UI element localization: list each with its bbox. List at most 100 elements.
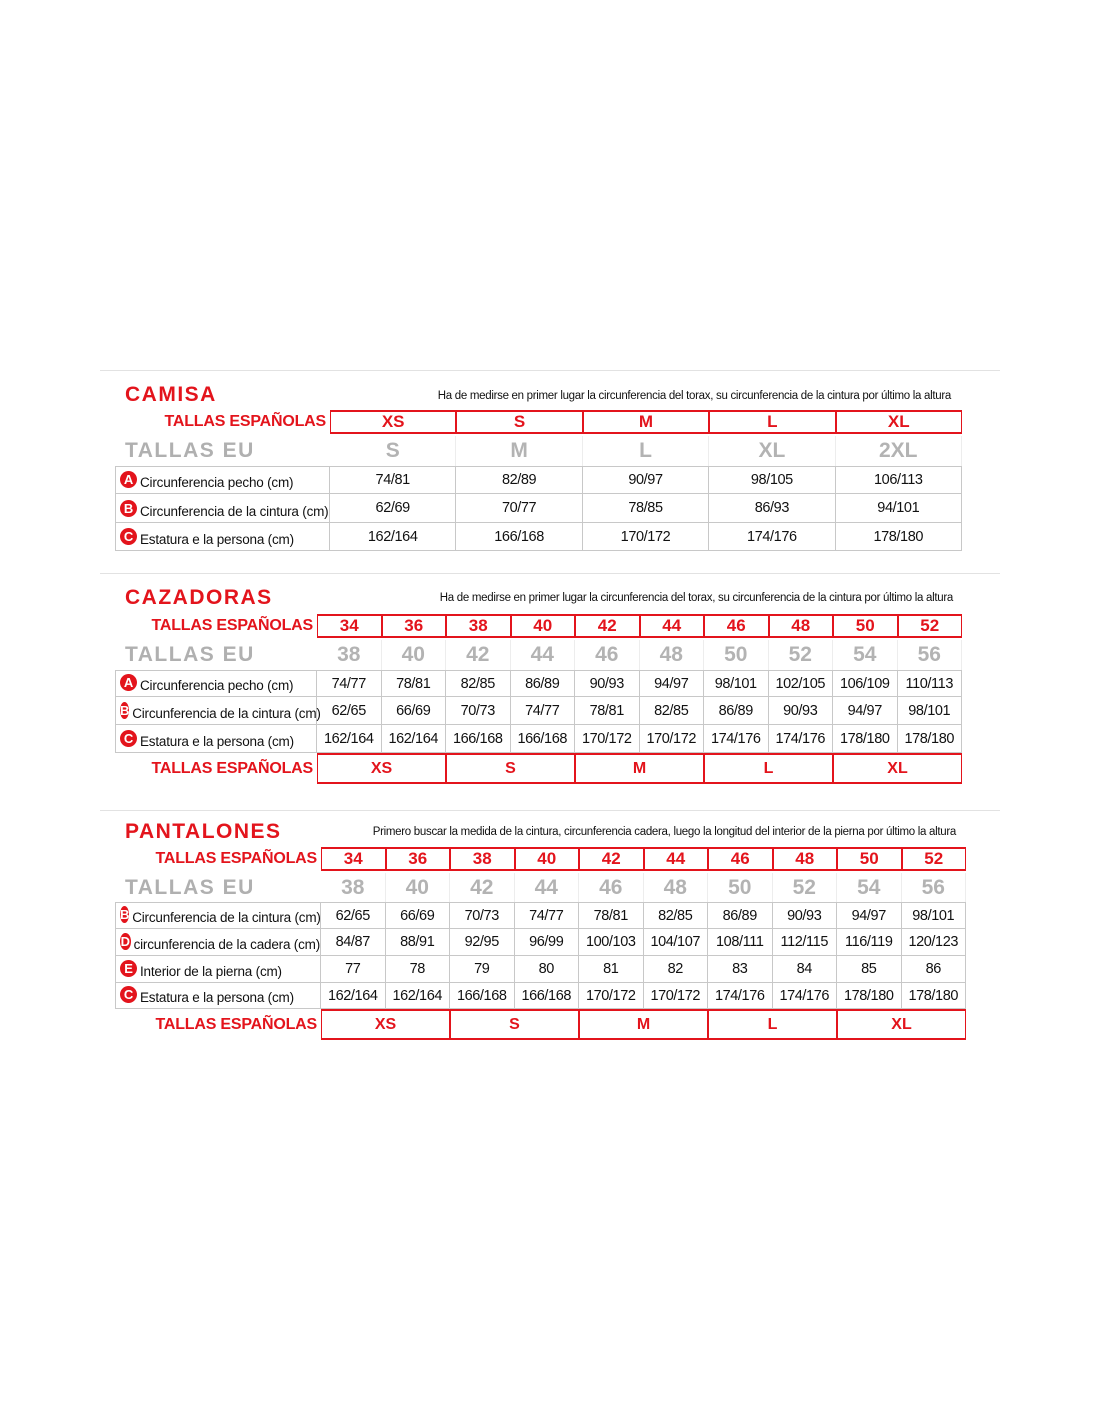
measurement-value: 166/168 <box>446 725 511 753</box>
spanish-size-cell: 50 <box>833 614 898 638</box>
measurement-label-cell: B Circunferencia de la cintura (cm) <box>115 697 321 725</box>
spanish-size-cell: 36 <box>381 614 446 638</box>
spanish-size-cell: L <box>709 410 836 434</box>
measurement-value: 62/69 <box>330 494 457 523</box>
measurement-value: 166/168 <box>450 983 515 1009</box>
measurement-value: 90/97 <box>582 466 710 494</box>
measurement-value: 84 <box>772 956 837 983</box>
footer-size-cell: XS <box>321 1009 450 1040</box>
eu-size-label: TALLAS EU <box>125 643 255 666</box>
measurement-value: 83 <box>708 956 773 983</box>
measurement-value: 94/101 <box>835 494 962 523</box>
measurement-label: Estatura e la persona (cm) <box>140 532 294 547</box>
spanish-size-cell: 36 <box>385 847 450 871</box>
badge-a-icon: A <box>120 471 137 488</box>
section-divider <box>100 810 1000 811</box>
measurement-label: Circunferencia de la cintura (cm) <box>132 706 321 721</box>
footer-spanish-size-label: TALLAS ESPAÑOLAS <box>151 760 313 777</box>
eu-size-cell: M <box>456 436 583 466</box>
measurement-value: 82/85 <box>639 697 704 725</box>
measurement-value: 110/113 <box>897 670 962 697</box>
badge-a-icon: A <box>120 674 137 691</box>
measurement-value: 94/97 <box>837 902 902 929</box>
measurement-note: Ha de medirse en primer lugar la circunf… <box>437 390 952 402</box>
footer-size-cell: XS <box>317 753 446 784</box>
measurement-row: E Interior de la pierna (cm) 77 78 79 80 81 82 8… <box>115 956 966 983</box>
measurement-row: A Circunferencia pecho (cm) 74/81 82/89 90/9… <box>115 466 962 494</box>
measurement-value: 166/168 <box>510 725 575 753</box>
measurement-value: 82/89 <box>456 466 583 494</box>
eu-size-cell: 48 <box>640 640 704 670</box>
spanish-size-row: TALLAS ESPAÑOLAS 34 36 38 40 42 44 46 48 50 52 <box>0 614 962 638</box>
measurement-value: 78/81 <box>579 902 644 929</box>
spanish-size-row: TALLAS ESPAÑOLAS XS S M L XL <box>0 410 962 434</box>
measurement-value: 74/77 <box>514 902 579 929</box>
eu-size-cell: 44 <box>511 640 575 670</box>
eu-size-cell: 48 <box>644 873 708 903</box>
spanish-size-cell: 46 <box>704 614 769 638</box>
measurement-value: 96/99 <box>514 929 579 956</box>
measurement-value: 74/77 <box>317 670 382 697</box>
footer-size-cell: XL <box>833 753 962 784</box>
measurement-value: 174/176 <box>709 523 836 551</box>
badge-b-icon: B <box>120 702 130 719</box>
spanish-size-row: TALLAS ESPAÑOLAS 34 36 38 40 42 44 46 48 50 52 <box>0 847 966 871</box>
eu-size-cell: 38 <box>321 873 386 903</box>
eu-size-row: TALLAS EU 38 40 42 44 46 48 50 52 54 56 <box>125 873 966 903</box>
measurement-value: 102/105 <box>768 670 833 697</box>
measurement-value: 92/95 <box>450 929 515 956</box>
measurement-label-cell: C Estatura e la persona (cm) <box>115 725 317 753</box>
spanish-size-cell: 40 <box>514 847 579 871</box>
measurement-value: 98/101 <box>901 902 966 929</box>
eu-size-cell: 38 <box>317 640 382 670</box>
measurement-label-cell: E Interior de la pierna (cm) <box>115 956 321 983</box>
measurement-value: 162/164 <box>317 725 382 753</box>
measurement-value: 178/180 <box>835 523 962 551</box>
measurement-value: 120/123 <box>901 929 966 956</box>
spanish-size-label: TALLAS ESPAÑOLAS <box>155 850 317 867</box>
measurement-row: C Estatura e la persona (cm) 162/164 166/16… <box>115 523 962 551</box>
spanish-size-cell: XS <box>330 410 457 434</box>
measurement-value: 98/101 <box>897 697 962 725</box>
measurement-value: 166/168 <box>514 983 579 1009</box>
eu-size-row: TALLAS EU S M L XL 2XL <box>125 436 962 466</box>
badge-e-icon: E <box>120 960 137 977</box>
eu-size-cell: 56 <box>898 640 962 670</box>
spanish-size-cell: 44 <box>643 847 708 871</box>
measurement-value: 86/93 <box>709 494 836 523</box>
measurement-value: 170/172 <box>643 983 708 1009</box>
measurement-value: 162/164 <box>330 523 457 551</box>
measurement-value: 70/77 <box>456 494 583 523</box>
measurement-value: 84/87 <box>321 929 386 956</box>
spanish-size-cell: 52 <box>897 614 962 638</box>
eu-size-cell: 52 <box>769 640 833 670</box>
eu-size-cell: S <box>330 436 457 466</box>
section-divider <box>100 573 1000 574</box>
measurement-value: 90/93 <box>768 697 833 725</box>
spanish-size-cell: 52 <box>901 847 966 871</box>
footer-size-cell: S <box>446 753 575 784</box>
measurement-label-cell: C Estatura e la persona (cm) <box>115 983 321 1009</box>
measurement-value: 90/93 <box>575 670 640 697</box>
spanish-size-label: TALLAS ESPAÑOLAS <box>164 413 326 430</box>
eu-size-cell: 56 <box>902 873 966 903</box>
measurement-row: B Circunferencia de la cintura (cm) 62/69 7… <box>115 494 962 523</box>
measurement-label: circunferencia de la cadera (cm) <box>133 937 321 952</box>
measurement-label: Circunferencia pecho (cm) <box>140 678 294 693</box>
measurement-value: 79 <box>450 956 515 983</box>
spanish-size-cell: 34 <box>321 847 386 871</box>
eu-size-cell: 40 <box>382 640 446 670</box>
eu-size-cell: 40 <box>386 873 450 903</box>
badge-c-icon: C <box>120 730 137 747</box>
measurement-value: 78 <box>385 956 450 983</box>
eu-size-cell: 44 <box>515 873 579 903</box>
measurement-value: 94/97 <box>639 670 704 697</box>
measurement-value: 70/73 <box>446 697 511 725</box>
footer-size-cell: M <box>575 753 704 784</box>
eu-size-cell: 54 <box>833 640 898 670</box>
measurement-value: 178/180 <box>833 725 898 753</box>
measurement-value: 166/168 <box>456 523 583 551</box>
eu-size-label: TALLAS EU <box>125 439 255 462</box>
spanish-size-cell: 42 <box>575 614 640 638</box>
measurement-label: Circunferencia de la cintura (cm) <box>132 910 321 925</box>
